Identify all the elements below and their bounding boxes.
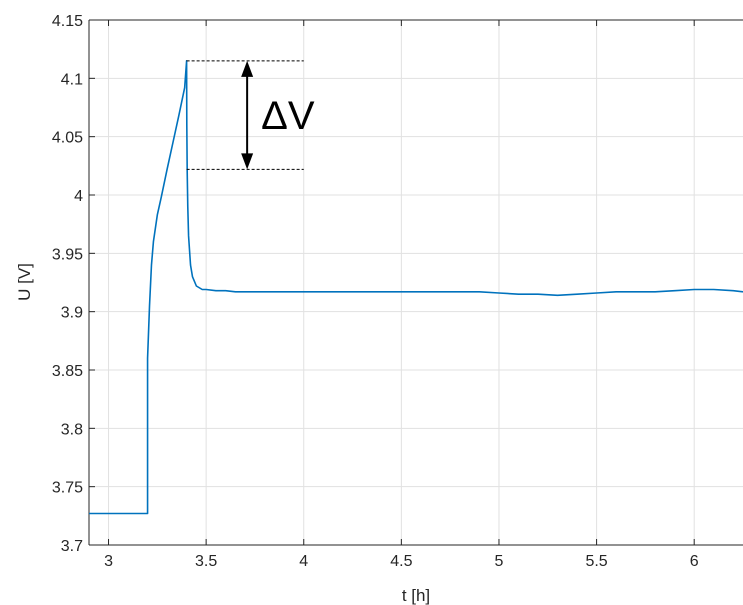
x-tick-label: 3.5 (195, 553, 217, 570)
x-tick-label: 6 (690, 553, 699, 570)
y-tick-label: 4.05 (52, 130, 83, 147)
x-tick-label: 4 (299, 553, 308, 570)
y-tick-label: 3.8 (61, 421, 83, 438)
plot-background (89, 20, 743, 545)
annotation-layer: ΔV (186, 60, 315, 170)
y-tick-label: 4.15 (52, 13, 83, 30)
y-tick-label: 3.9 (61, 305, 83, 322)
y-axis-label: U [V] (15, 263, 34, 301)
x-tick-label: 4.5 (390, 553, 412, 570)
y-tick-label: 3.85 (52, 363, 83, 380)
arrow-head-up (241, 60, 254, 77)
tick-labels: 3 3.5 4 4.5 5 5.5 6 3.7 3.75 3.8 3.85 3.9 3.95 4 4.05 4… (52, 13, 699, 570)
series-line (89, 60, 743, 515)
x-tick-label: 5 (495, 553, 504, 570)
x-axis-label: t [h] (402, 586, 430, 605)
y-tick-label: 4 (74, 188, 83, 205)
delta-v-label: ΔV (261, 94, 315, 138)
y-tick-label: 3.75 (52, 480, 83, 497)
y-tick-label: 4.1 (61, 71, 83, 88)
x-tick-label: 3 (104, 553, 113, 570)
axes (88, 19, 743, 546)
arrow-head-down (241, 153, 254, 170)
y-tick-label: 3.95 (52, 246, 83, 263)
x-tick-label: 5.5 (585, 553, 607, 570)
y-tick-label: 3.7 (61, 538, 83, 555)
series-layer (89, 60, 743, 515)
